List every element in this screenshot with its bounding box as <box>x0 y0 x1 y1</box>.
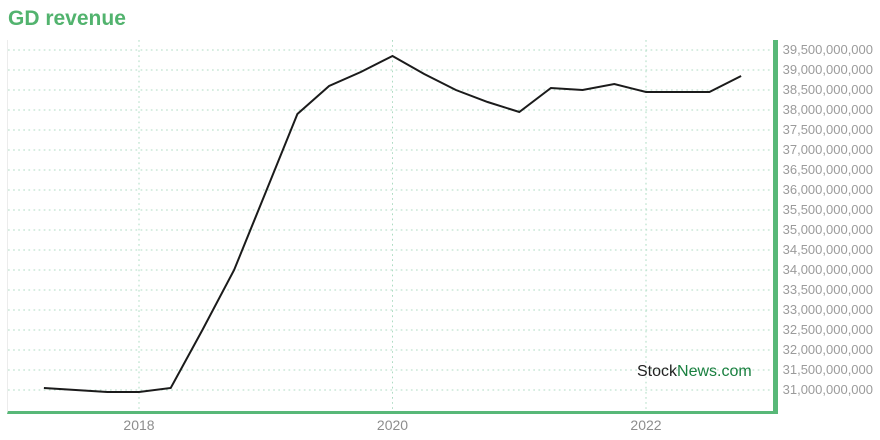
y-axis-tick-label: 38,500,000,000 <box>782 82 873 97</box>
y-axis-tick-label: 35,000,000,000 <box>782 222 873 237</box>
stocknews-watermark: StockNews.com <box>637 363 752 381</box>
y-axis-tick-label: 36,000,000,000 <box>782 182 873 197</box>
watermark-stock-text: Stock <box>637 363 678 380</box>
y-axis-tick-label: 33,500,000,000 <box>782 282 873 297</box>
y-axis-tick-label: 39,000,000,000 <box>782 62 873 77</box>
y-axis-tick-label: 31,500,000,000 <box>782 362 873 377</box>
y-axis-tick-label: 38,000,000,000 <box>782 102 873 117</box>
y-axis-tick-label: 31,000,000,000 <box>782 382 873 397</box>
y-axis-tick-label: 39,500,000,000 <box>782 42 873 57</box>
y-axis-tick-label: 36,500,000,000 <box>782 162 873 177</box>
chart-title: GD revenue <box>8 7 126 30</box>
y-axis-tick-label: 37,500,000,000 <box>782 122 873 137</box>
y-axis-tick-label: 32,500,000,000 <box>782 322 873 337</box>
y-axis-tick-label: 32,000,000,000 <box>782 342 873 357</box>
plot-area-frame <box>7 40 778 414</box>
y-axis-tick-label: 34,000,000,000 <box>782 262 873 277</box>
watermark-news-text: News.com <box>677 363 752 380</box>
y-axis-tick-label: 34,500,000,000 <box>782 242 873 257</box>
x-axis-tick-label: 2018 <box>123 417 155 433</box>
y-axis-tick-label: 35,500,000,000 <box>782 202 873 217</box>
x-axis-tick-label: 2020 <box>376 417 409 433</box>
x-axis-tick-label: 2022 <box>630 417 662 433</box>
y-axis-tick-label: 37,000,000,000 <box>782 142 873 157</box>
y-axis-tick-label: 33,000,000,000 <box>782 302 873 317</box>
